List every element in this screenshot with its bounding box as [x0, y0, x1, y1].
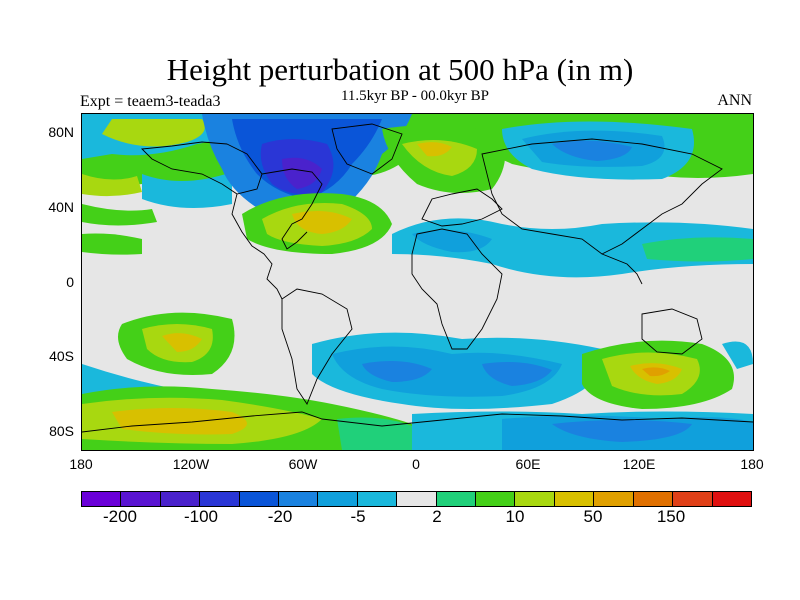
season-label: ANN — [717, 92, 752, 109]
lat-label-40n: 40N — [48, 199, 74, 215]
map-plot-area — [81, 113, 754, 451]
colorbar-box — [397, 492, 437, 506]
tropical-low-band — [82, 218, 753, 278]
eurasia-high — [382, 125, 506, 193]
colorbar-box — [82, 492, 122, 506]
lon-label-0: 0 — [412, 456, 420, 472]
colorbar-box — [594, 492, 634, 506]
colorbar — [81, 491, 752, 507]
experiment-label: Expt = teaem3-teada3 — [80, 93, 221, 110]
colorbar-box — [200, 492, 240, 506]
lat-label-40s: 40S — [49, 348, 74, 364]
plot-subtitle: 11.5kyr BP - 00.0kyr BP — [340, 88, 490, 104]
colorbar-label: 2 — [432, 507, 442, 526]
north-america-low — [202, 114, 412, 218]
colorbar-label: -200 — [102, 507, 138, 526]
height-perturbation-field — [82, 114, 753, 450]
lon-label-120e: 120E — [622, 456, 656, 472]
colorbar-box — [673, 492, 713, 506]
colorbar-box — [318, 492, 358, 506]
lon-label-120w: 120W — [172, 456, 210, 472]
lon-label-60w: 60W — [288, 456, 318, 472]
colorbar-box — [357, 492, 398, 506]
colorbar-box — [436, 492, 477, 506]
antarctic-field — [82, 386, 753, 450]
lon-label-60e: 60E — [515, 456, 541, 472]
lon-label-180e: 180 — [740, 456, 764, 472]
colorbar-box — [554, 492, 595, 506]
colorbar-label: 10 — [505, 507, 525, 526]
lon-label-180w: 180 — [69, 456, 93, 472]
colorbar-box — [279, 492, 319, 506]
lat-label-80s: 80S — [49, 423, 74, 439]
colorbar-box — [633, 492, 674, 506]
lat-label-0: 0 — [66, 274, 74, 290]
colorbar-box — [476, 492, 516, 506]
siberia-low — [502, 121, 694, 180]
colorbar-box — [160, 492, 201, 506]
lat-label-80n: 80N — [48, 124, 74, 140]
colorbar-label: 50 — [583, 507, 603, 526]
colorbar-label: -100 — [183, 507, 219, 526]
colorbar-label: 150 — [656, 507, 686, 526]
colorbar-box — [121, 492, 161, 506]
south-pacific-east-high — [582, 340, 753, 409]
south-indian-low — [312, 332, 604, 409]
coastlines — [82, 123, 753, 433]
north-atlantic-high — [242, 193, 392, 254]
colorbar-box — [239, 492, 280, 506]
plot-title: Height perturbation at 500 hPa (in m) — [166, 52, 634, 87]
colorbar-label: -5 — [350, 507, 366, 526]
colorbar-box — [712, 492, 751, 506]
colorbar-box — [515, 492, 555, 506]
colorbar-label: -20 — [267, 507, 293, 526]
